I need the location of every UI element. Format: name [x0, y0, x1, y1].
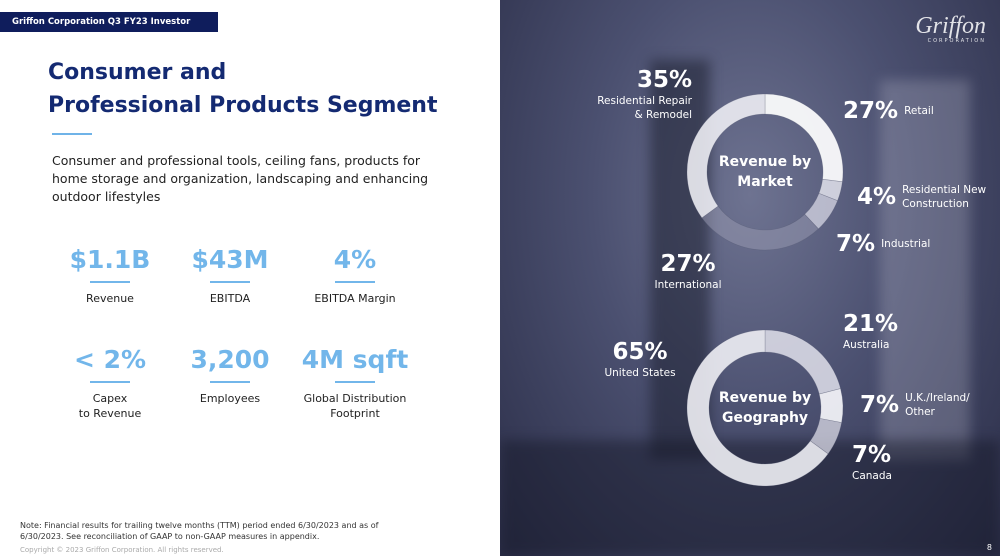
segment-name: Industrial: [881, 238, 931, 250]
logo-subtext: CORPORATION: [927, 38, 986, 44]
logo-text: Griffon: [915, 13, 986, 39]
segment-value: 7%: [852, 442, 892, 468]
donut-segment: [764, 93, 844, 183]
kpi-rule: [90, 281, 130, 283]
kpi: $1.1B Revenue: [45, 245, 175, 306]
segment-value: 7%: [860, 392, 900, 418]
title: Consumer and Professional Products Segme…: [48, 60, 438, 118]
segment-label: 27% Retail: [843, 97, 934, 125]
segment-label: 27% International: [654, 250, 721, 292]
note: Note: Financial results for trailing twe…: [20, 521, 379, 541]
segment-name: Residential Repair & Remodel: [597, 95, 692, 121]
kpi-rule: [210, 281, 250, 283]
segment-name: International: [654, 279, 722, 291]
title-rule: [52, 133, 92, 135]
kpi-rule: [90, 381, 130, 383]
donut-segment: [818, 178, 843, 202]
kpi-value: $43M: [191, 245, 269, 274]
segment-name: United States: [604, 367, 676, 379]
segment-value: 65%: [612, 339, 668, 365]
donut-segment: [701, 205, 819, 251]
segment-label: 65% United States: [604, 338, 675, 380]
header-badge: Griffon Corporation Q3 FY23 Investor Pre…: [0, 12, 218, 47]
kpi: 4% EBITDA Margin: [290, 245, 420, 306]
description: Consumer and professional tools, ceiling…: [52, 153, 429, 204]
page-number: 8: [986, 543, 992, 552]
donut-center-label: Revenue by Geography: [718, 390, 812, 426]
kpi-label: EBITDA: [209, 292, 251, 305]
kpi-label: Global Distribution Footprint: [303, 392, 407, 420]
donut-segment: [804, 192, 838, 230]
kpi-rule: [335, 381, 375, 383]
segment-label: 7% Industrial: [836, 230, 930, 258]
kpi-value: 4M sqft: [301, 345, 409, 374]
kpi: 3,200 Employees: [165, 345, 295, 406]
segment-name: Australia: [843, 339, 890, 351]
segment-label: 7% Canada: [852, 441, 892, 483]
segment-value: 27%: [660, 251, 716, 277]
donut-center-label: Revenue by Market: [718, 154, 812, 190]
kpi-value: $1.1B: [69, 245, 151, 274]
donut-segment: [686, 93, 766, 219]
segment-name: Retail: [904, 105, 934, 117]
segment-value: 21%: [843, 311, 899, 337]
segment-value: 27%: [843, 98, 899, 124]
donut-segment: [809, 418, 842, 455]
donut-segment: [818, 388, 844, 423]
segment-label: 21% Australia: [843, 310, 898, 352]
kpi-label: Revenue: [86, 292, 134, 305]
background-shape: [880, 80, 970, 460]
kpi-label: Capex to Revenue: [78, 392, 142, 420]
donut-segment: [686, 329, 829, 487]
kpi-value: 4%: [333, 245, 377, 274]
segment-value: 35%: [636, 67, 692, 93]
segment-name: Canada: [852, 470, 892, 482]
kpi-value: 3,200: [190, 345, 270, 374]
segment-name: Residential New Construction: [902, 184, 987, 210]
kpi-rule: [210, 381, 250, 383]
segment-name: U.K./Ireland/ Other: [905, 392, 970, 418]
left-panel: Griffon Corporation Q3 FY23 Investor Pre…: [0, 12, 438, 554]
segment-value: 4%: [857, 184, 897, 210]
segment-value: 7%: [836, 231, 876, 257]
segment-label: 35% Residential Repair & Remodel: [597, 66, 692, 122]
kpi-rule: [335, 281, 375, 283]
kpi: < 2% Capex to Revenue: [45, 345, 175, 421]
kpi-label: EBITDA Margin: [314, 292, 396, 305]
logo: Griffon CORPORATION: [915, 14, 986, 44]
kpi: 4M sqft Global Distribution Footprint: [290, 345, 420, 421]
donut-segment: [764, 329, 841, 395]
kpi-label: Employees: [199, 392, 261, 405]
kpi: $43M EBITDA: [165, 245, 295, 306]
background-shape: [500, 440, 1000, 556]
kpi-value: < 2%: [73, 345, 147, 374]
segment-label: 7% U.K./Ireland/ Other: [860, 391, 970, 419]
copyright: Copyright © 2023 Griffon Corporation. Al…: [20, 546, 224, 554]
segment-label: 4% Residential New Construction: [857, 183, 986, 211]
